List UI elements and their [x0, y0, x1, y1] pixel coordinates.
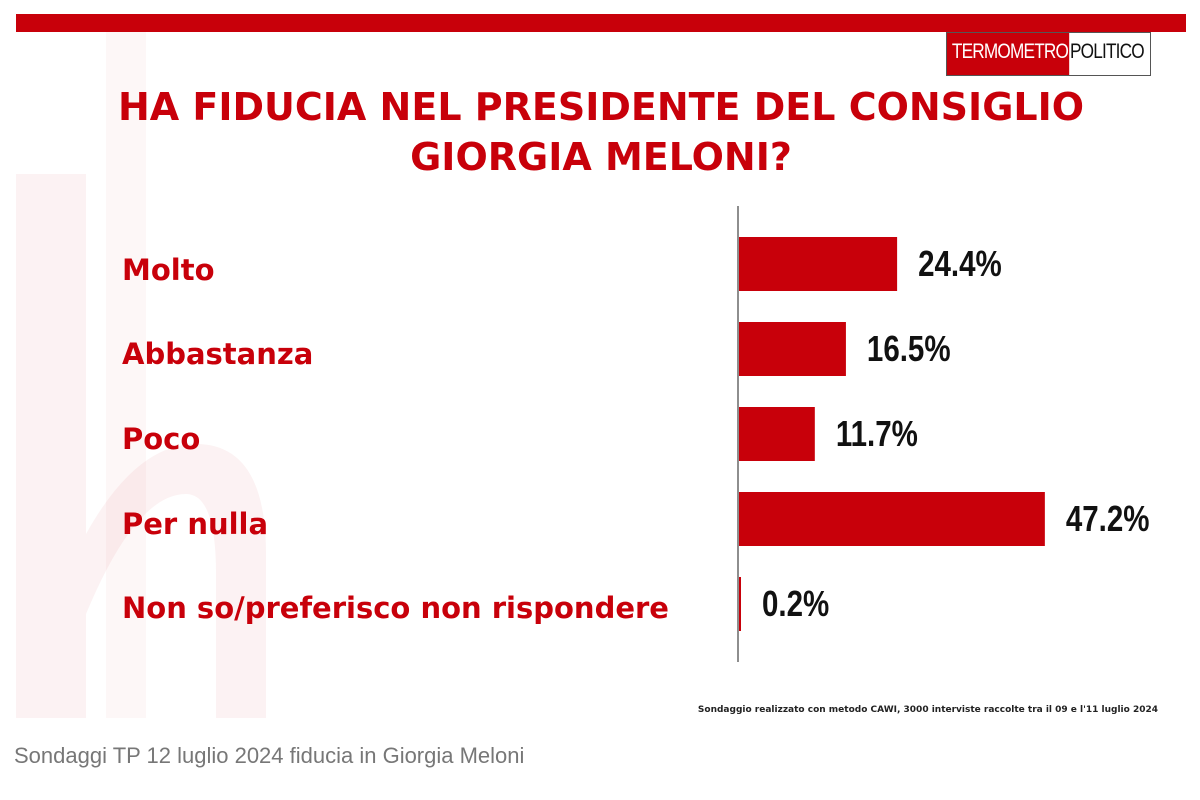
bar-chart: 24.4% 16.5% 11.7% 47.2% 0.2%	[737, 206, 1150, 662]
bar-value-label-3: 11.7%	[836, 413, 918, 453]
chart-title-line-2: GIORGIA MELONI?	[410, 135, 792, 179]
chart-title-line-1: HA FIDUCIA NEL PRESIDENTE DEL CONSIGLIO	[117, 85, 1085, 129]
bar-5	[739, 577, 741, 631]
category-label-molto: Molto	[122, 253, 215, 287]
source-note: Sondaggio realizzato con metodo CAWI, 30…	[697, 705, 1158, 715]
chart-card: TERMOMETRO POLITICO HA FIDUCIA NEL PRESI…	[16, 14, 1186, 718]
bar-3	[739, 407, 815, 461]
bar-2	[739, 322, 846, 376]
image-caption: Sondaggi TP 12 luglio 2024 fiducia in Gi…	[14, 743, 525, 768]
category-label-abbastanza: Abbastanza	[122, 337, 314, 371]
category-label-non-so: Non so/preferisco non rispondere	[122, 591, 669, 625]
category-label-poco: Poco	[122, 422, 201, 456]
brand-logo-left: TERMOMETRO	[947, 33, 1070, 75]
top-rule	[16, 14, 1186, 32]
bar-value-label-4: 47.2%	[1066, 498, 1150, 538]
brand-logo-right: POLITICO	[1070, 33, 1145, 75]
bar-value-label-2: 16.5%	[867, 328, 951, 368]
brand-logo: TERMOMETRO POLITICO	[946, 32, 1151, 76]
bar-value-label-5: 0.2%	[762, 583, 829, 623]
category-label-per-nulla: Per nulla	[122, 507, 269, 541]
watermark-graphic	[16, 174, 266, 718]
bar-4	[739, 492, 1045, 546]
bar-value-label-1: 24.4%	[918, 243, 1002, 283]
bar-1	[739, 237, 898, 291]
